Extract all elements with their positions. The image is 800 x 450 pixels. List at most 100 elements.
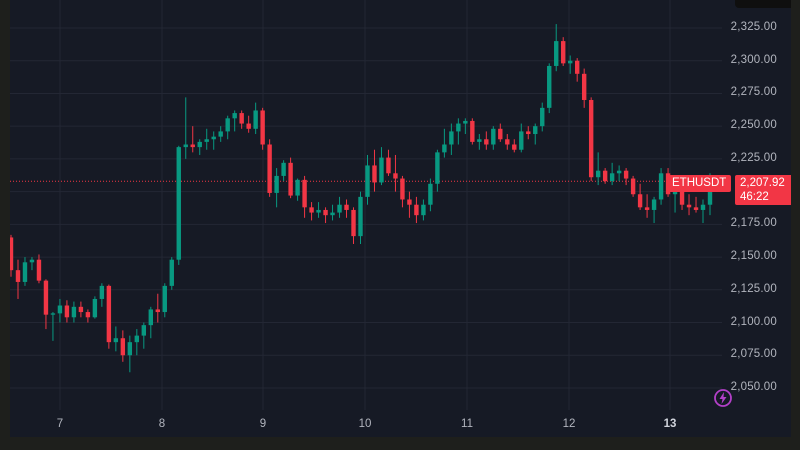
candle[interactable]: [428, 178, 433, 212]
candle[interactable]: [246, 115, 251, 133]
candle[interactable]: [211, 131, 216, 150]
candle[interactable]: [148, 306, 153, 339]
candle[interactable]: [316, 202, 321, 218]
candle[interactable]: [323, 207, 328, 224]
candle[interactable]: [78, 301, 84, 318]
candle[interactable]: [449, 123, 454, 155]
candle[interactable]: [29, 257, 35, 271]
candle[interactable]: [547, 63, 552, 114]
candle[interactable]: [197, 139, 202, 155]
candle[interactable]: [337, 196, 342, 218]
candle[interactable]: [85, 309, 91, 323]
candle[interactable]: [407, 191, 412, 218]
candle[interactable]: [637, 183, 643, 210]
candle[interactable]: [155, 293, 160, 323]
candle[interactable]: [693, 196, 699, 213]
candle[interactable]: [120, 330, 126, 362]
candle[interactable]: [609, 162, 615, 186]
candle[interactable]: [288, 157, 293, 199]
candle[interactable]: [561, 37, 566, 66]
chart-pane[interactable]: 2,325.00 2,300.00 2,275.00 2,250.00 2,225.00…: [10, 0, 795, 437]
candle[interactable]: [190, 126, 195, 153]
candle[interactable]: [274, 168, 279, 208]
candle[interactable]: [50, 312, 56, 341]
candle[interactable]: [176, 145, 181, 265]
candle[interactable]: [183, 97, 188, 159]
candle[interactable]: [344, 199, 349, 218]
candle[interactable]: [330, 204, 335, 221]
candle[interactable]: [435, 149, 440, 192]
candle[interactable]: [630, 175, 636, 197]
candle[interactable]: [533, 123, 538, 145]
candle[interactable]: [10, 234, 14, 277]
candle[interactable]: [372, 149, 377, 192]
candle[interactable]: [442, 128, 447, 158]
candle[interactable]: [519, 123, 524, 153]
candle[interactable]: [623, 168, 629, 186]
candle[interactable]: [470, 118, 475, 145]
candle[interactable]: [658, 168, 664, 205]
candle[interactable]: [568, 55, 573, 74]
candle[interactable]: [239, 110, 244, 129]
candle[interactable]: [15, 259, 21, 299]
candle[interactable]: [700, 199, 706, 224]
candle[interactable]: [491, 126, 496, 150]
candle[interactable]: [421, 199, 426, 221]
candle[interactable]: [456, 118, 461, 145]
candle[interactable]: [386, 149, 391, 176]
candle[interactable]: [540, 102, 545, 132]
candle[interactable]: [295, 178, 300, 201]
candle[interactable]: [162, 283, 167, 318]
candle[interactable]: [393, 154, 398, 192]
candle[interactable]: [64, 300, 70, 323]
candle[interactable]: [169, 257, 174, 290]
candle[interactable]: [358, 191, 363, 244]
candle[interactable]: [574, 58, 580, 82]
candle[interactable]: [113, 326, 119, 352]
candle[interactable]: [225, 115, 230, 140]
candle[interactable]: [505, 134, 510, 150]
candle[interactable]: [22, 257, 28, 286]
candle[interactable]: [644, 194, 650, 218]
candle[interactable]: [414, 196, 419, 224]
candle[interactable]: [309, 202, 314, 221]
candle[interactable]: [57, 298, 63, 323]
candle[interactable]: [581, 68, 587, 108]
candle[interactable]: [134, 329, 140, 356]
candle[interactable]: [686, 194, 692, 216]
candle[interactable]: [588, 97, 594, 182]
candle[interactable]: [92, 296, 98, 319]
candle[interactable]: [106, 284, 112, 349]
candle[interactable]: [302, 175, 307, 218]
candle[interactable]: [365, 154, 370, 205]
candle[interactable]: [99, 283, 105, 307]
candle[interactable]: [595, 152, 601, 186]
candle[interactable]: [651, 196, 657, 224]
lightning-icon[interactable]: [713, 388, 733, 408]
candle[interactable]: [71, 301, 77, 323]
candle[interactable]: [463, 118, 468, 135]
candle[interactable]: [351, 207, 356, 244]
candle[interactable]: [512, 139, 517, 153]
candle[interactable]: [43, 279, 49, 330]
candle[interactable]: [253, 102, 258, 135]
candlestick-chart[interactable]: [10, 0, 791, 437]
candle[interactable]: [204, 128, 209, 150]
candle[interactable]: [484, 131, 489, 150]
candle[interactable]: [232, 110, 237, 132]
candle[interactable]: [281, 160, 286, 182]
candle[interactable]: [141, 322, 147, 349]
candle[interactable]: [127, 335, 133, 373]
candle[interactable]: [477, 134, 482, 150]
candle[interactable]: [36, 254, 42, 284]
candle[interactable]: [498, 123, 503, 142]
candle[interactable]: [260, 107, 265, 150]
candle[interactable]: [616, 165, 622, 182]
candle[interactable]: [602, 168, 608, 184]
candle[interactable]: [526, 126, 531, 140]
candle[interactable]: [554, 24, 559, 72]
candle[interactable]: [267, 139, 272, 197]
candle[interactable]: [218, 126, 223, 142]
candle[interactable]: [379, 147, 384, 186]
candle[interactable]: [400, 175, 405, 208]
